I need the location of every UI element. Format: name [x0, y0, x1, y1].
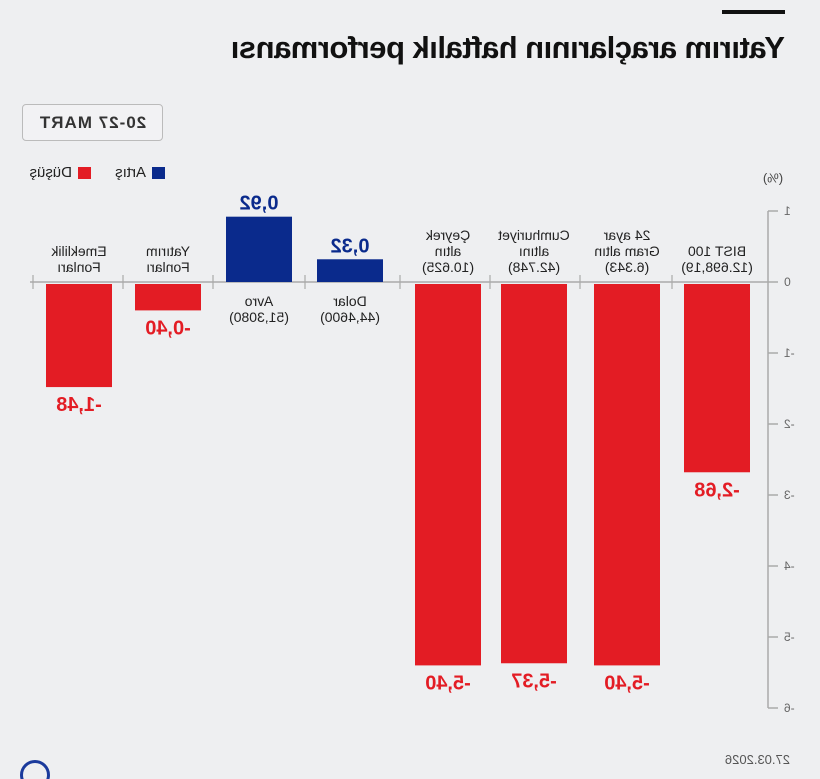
bar [135, 284, 201, 311]
y-axis-label: (%) [763, 171, 783, 186]
y-tick-label: -3 [784, 488, 795, 502]
y-tick-label: -4 [784, 559, 795, 573]
y-tick-label: -6 [784, 701, 795, 715]
category-label: Gram altın [594, 243, 659, 259]
category-label: BIST 100 [688, 243, 746, 259]
y-tick-label: 1 [784, 204, 791, 218]
bar [684, 284, 750, 473]
category-label: Avro [245, 293, 274, 309]
category-label: Çeyrek [425, 227, 470, 243]
value-label: 0,32 [331, 235, 370, 257]
value-label: -5,40 [425, 672, 471, 694]
value-label: 0,92 [240, 193, 279, 215]
footer-date: 27.03.2026 [724, 752, 790, 767]
y-tick-label: 0 [784, 275, 791, 289]
category-label: (10.625) [422, 259, 474, 275]
bar [594, 284, 660, 666]
category-label: (6.343) [605, 259, 649, 275]
category-label: altını [519, 243, 549, 259]
category-label: Cumhuriyet [498, 227, 570, 243]
y-tick-label: -1 [784, 346, 795, 360]
value-label: -5,37 [511, 670, 557, 692]
category-label: altın [435, 243, 461, 259]
bar [46, 284, 112, 388]
category-label: (12.698,19) [681, 259, 753, 275]
y-tick-label: -5 [784, 630, 795, 644]
category-label: Fonları [146, 259, 190, 275]
category-label: 24 ayar [603, 227, 650, 243]
value-label: -0,40 [145, 317, 191, 339]
category-label: (51,3080) [229, 309, 289, 325]
bar [415, 284, 481, 666]
category-label: (42.748) [508, 259, 560, 275]
category-label: Emeklilik [50, 243, 106, 259]
category-label: Yatırım [146, 243, 190, 259]
category-label: Fonları [57, 259, 101, 275]
bar [317, 259, 383, 282]
value-label: -5,40 [604, 672, 650, 694]
bar [226, 216, 292, 282]
y-tick-label: -2 [784, 417, 795, 431]
bar [501, 284, 567, 664]
value-label: -2,68 [694, 479, 740, 501]
value-label: -1,48 [56, 394, 102, 416]
category-label: Dolar [333, 293, 367, 309]
category-label: (44,4600) [320, 309, 380, 325]
